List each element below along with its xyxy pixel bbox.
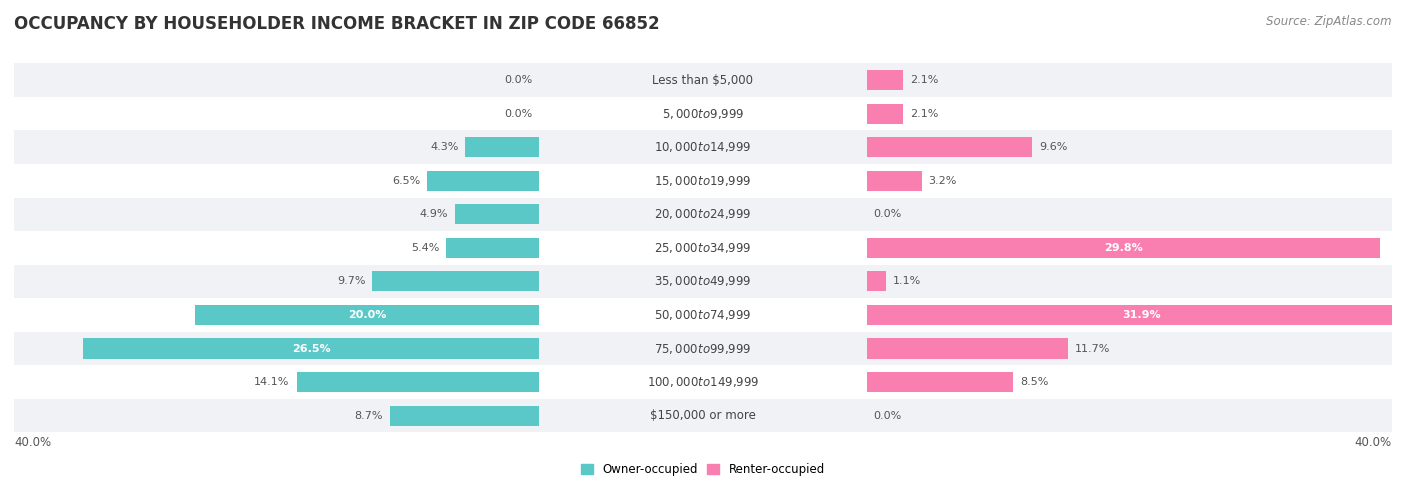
Text: 2.1%: 2.1% [910,75,938,85]
Text: 26.5%: 26.5% [292,344,330,353]
Bar [0,164,1406,197]
Text: 3.2%: 3.2% [928,176,957,186]
Bar [427,171,540,191]
Text: 29.8%: 29.8% [1104,243,1143,253]
Text: 14.1%: 14.1% [254,377,290,387]
Bar [866,70,903,90]
Text: 0.0%: 0.0% [873,209,901,219]
Bar [0,231,1406,265]
Text: 4.9%: 4.9% [419,209,449,219]
Text: $35,000 to $49,999: $35,000 to $49,999 [654,275,752,288]
Text: $25,000 to $34,999: $25,000 to $34,999 [654,241,752,255]
Text: 0.0%: 0.0% [505,75,533,85]
Text: 31.9%: 31.9% [1122,310,1160,320]
Bar [0,298,1406,332]
Bar [0,97,1406,130]
Bar [83,338,540,359]
Text: $15,000 to $19,999: $15,000 to $19,999 [654,174,752,188]
Text: 5.4%: 5.4% [411,243,440,253]
Bar [866,271,886,292]
Text: 1.1%: 1.1% [893,277,921,286]
Text: 20.0%: 20.0% [347,310,387,320]
Bar [866,338,1069,359]
Bar [0,399,1406,433]
Text: $50,000 to $74,999: $50,000 to $74,999 [654,308,752,322]
Bar [456,204,540,225]
Bar [866,171,922,191]
Bar [195,305,540,325]
Bar [0,197,1406,231]
Text: 0.0%: 0.0% [873,411,901,420]
Text: Less than $5,000: Less than $5,000 [652,73,754,87]
Bar [0,365,1406,399]
Text: $10,000 to $14,999: $10,000 to $14,999 [654,140,752,154]
Text: Source: ZipAtlas.com: Source: ZipAtlas.com [1267,15,1392,28]
Bar [0,130,1406,164]
Bar [0,63,1406,97]
Text: $5,000 to $9,999: $5,000 to $9,999 [662,106,744,121]
Bar [0,332,1406,365]
Bar [0,265,1406,298]
Bar [389,405,540,426]
Bar [373,271,540,292]
Text: 0.0%: 0.0% [505,109,533,119]
Text: 40.0%: 40.0% [1355,436,1392,450]
Bar [465,137,540,157]
Bar [297,372,540,392]
Bar [866,305,1406,325]
Text: 4.3%: 4.3% [430,142,458,152]
Bar [866,238,1379,258]
Text: 9.7%: 9.7% [337,277,366,286]
Text: 9.6%: 9.6% [1039,142,1067,152]
Text: 11.7%: 11.7% [1076,344,1111,353]
Text: 8.5%: 8.5% [1019,377,1049,387]
Text: $150,000 or more: $150,000 or more [650,409,756,422]
Text: $20,000 to $24,999: $20,000 to $24,999 [654,208,752,221]
Legend: Owner-occupied, Renter-occupied: Owner-occupied, Renter-occupied [576,458,830,481]
Bar [866,372,1012,392]
Text: 8.7%: 8.7% [354,411,382,420]
Bar [866,104,903,124]
Text: 2.1%: 2.1% [910,109,938,119]
Text: 40.0%: 40.0% [14,436,51,450]
Text: 6.5%: 6.5% [392,176,420,186]
Text: OCCUPANCY BY HOUSEHOLDER INCOME BRACKET IN ZIP CODE 66852: OCCUPANCY BY HOUSEHOLDER INCOME BRACKET … [14,15,659,33]
Bar [866,137,1032,157]
Bar [446,238,540,258]
Text: $75,000 to $99,999: $75,000 to $99,999 [654,342,752,355]
Text: $100,000 to $149,999: $100,000 to $149,999 [647,375,759,389]
